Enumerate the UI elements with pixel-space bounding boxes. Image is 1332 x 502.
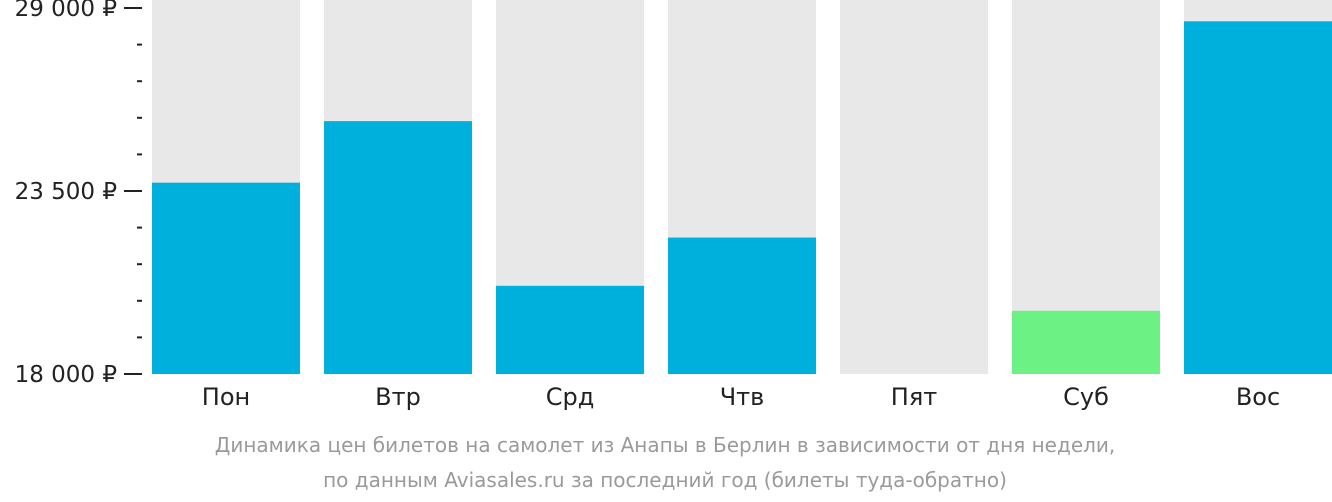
x-tick-label-7: Вос (1236, 383, 1280, 411)
y-tick-label-1: 29 000 ₽ (15, 0, 117, 22)
x-tick-label-2: Втр (375, 383, 421, 411)
y-tick-label-3: 18 000 ₽ (15, 362, 117, 388)
bar-3 (496, 285, 644, 374)
bar-6 (1012, 310, 1160, 374)
bar-7 (1184, 21, 1332, 375)
x-tick-label-6: Суб (1063, 383, 1109, 411)
bar-1 (152, 182, 300, 374)
bar-chart: Пон Втр Срд Чтв Пят Суб Вос 29 000 ₽ 23 500 ₽ 18 … (15, 0, 1332, 411)
chart-caption-line-1: Динамика цен билетов на самолет из Анапы… (214, 433, 1116, 457)
y-tick-label-2: 23 500 ₽ (15, 179, 117, 205)
chart-caption-line-2: по данным Aviasales.ru за последний год … (323, 468, 1007, 492)
x-tick-label-3: Срд (546, 383, 595, 411)
x-tick-label-5: Пят (891, 383, 937, 411)
bar-background-5 (840, 0, 988, 374)
bar-2 (324, 121, 472, 374)
x-tick-label-4: Чтв (720, 383, 765, 411)
bar-4 (668, 237, 816, 374)
x-tick-label-1: Пон (202, 383, 250, 411)
